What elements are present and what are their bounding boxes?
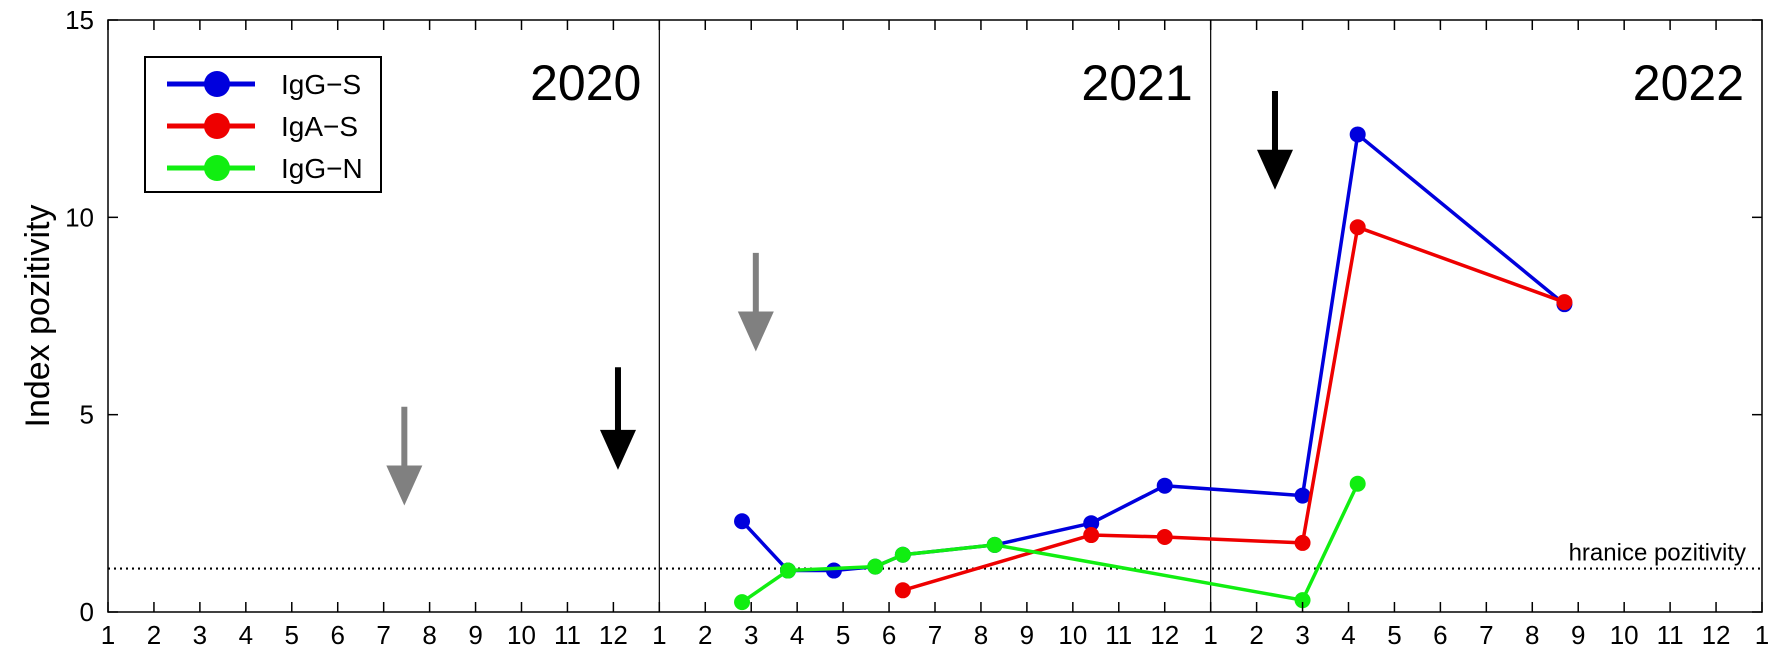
- x-tick-label: 6: [1433, 620, 1447, 650]
- data-point: [734, 594, 751, 611]
- data-point: [1083, 527, 1100, 544]
- x-tick-label: 11: [1657, 620, 1684, 650]
- x-tick-label: 8: [1525, 620, 1539, 650]
- y-tick-label: 5: [80, 400, 94, 430]
- x-tick-label: 11: [1105, 620, 1132, 650]
- x-tick-label: 8: [974, 620, 988, 650]
- series-line: [740, 132, 1566, 573]
- threshold-label: hranice pozitivity: [1569, 540, 1746, 567]
- x-tick-label: 1: [1755, 620, 1769, 650]
- y-tick-label: 15: [65, 5, 94, 35]
- year-label: 2020: [530, 55, 641, 111]
- legend-label: IgA−S: [281, 111, 358, 142]
- x-tick-label: 10: [1058, 620, 1087, 650]
- x-tick-label: 7: [376, 620, 390, 650]
- y-tick-label: 0: [80, 597, 94, 627]
- arrow-head: [599, 429, 636, 470]
- legend-label: IgG−S: [281, 69, 361, 100]
- x-tick-label: 2: [698, 620, 712, 650]
- x-tick-label: 4: [790, 620, 804, 650]
- series-2: [734, 475, 1366, 611]
- arrow-head: [386, 465, 423, 506]
- x-tick-label: 1: [101, 620, 115, 650]
- series-layer: [734, 126, 1573, 611]
- data-point: [825, 562, 842, 579]
- data-point: [779, 562, 796, 579]
- x-tick-label: 3: [193, 620, 207, 650]
- x-tick-label: 12: [1702, 620, 1731, 650]
- arrow-annotation: [599, 367, 636, 470]
- data-point: [1083, 515, 1100, 532]
- data-point: [867, 558, 884, 575]
- year-label: 2022: [1633, 55, 1744, 111]
- data-point: [1349, 219, 1366, 236]
- x-tick-label: 7: [1479, 620, 1493, 650]
- year-label: 2021: [1081, 55, 1192, 111]
- legend: IgG−S IgA−S IgG−N: [144, 56, 382, 193]
- x-tick-label: 10: [1610, 620, 1639, 650]
- series-line: [902, 225, 1566, 592]
- y-axis-label: Index pozitivity: [19, 205, 57, 428]
- data-point: [986, 536, 1003, 553]
- x-tick-label: 9: [1571, 620, 1585, 650]
- threshold: hranice pozitivity: [108, 540, 1762, 570]
- x-tick-label: 9: [468, 620, 482, 650]
- x-tick-label: 5: [1387, 620, 1401, 650]
- arrow-head: [1256, 149, 1293, 190]
- arrow-annotation: [737, 252, 774, 352]
- x-tick-label: 10: [507, 620, 536, 650]
- data-point: [1556, 294, 1573, 311]
- x-tick-label: 6: [882, 620, 896, 650]
- data-point: [1349, 475, 1366, 492]
- x-tick-label: 2: [1249, 620, 1263, 650]
- x-tick-label: 1: [1203, 620, 1217, 650]
- x-tick-label: 3: [744, 620, 758, 650]
- x-tick-label: 4: [239, 620, 253, 650]
- x-tick-label: 8: [422, 620, 436, 650]
- x-tick-label: 5: [285, 620, 299, 650]
- x-tick-label: 1: [652, 620, 666, 650]
- x-tick-label: 5: [836, 620, 850, 650]
- legend-marker: [204, 113, 230, 139]
- x-tick-label: 9: [1020, 620, 1034, 650]
- data-point: [1294, 534, 1311, 551]
- arrow-annotation: [1256, 91, 1293, 190]
- arrow-head: [737, 311, 774, 352]
- legend-marker: [204, 71, 230, 97]
- legend-label: IgG−N: [281, 153, 363, 184]
- x-tick-label: 7: [928, 620, 942, 650]
- x-tick-label: 4: [1341, 620, 1355, 650]
- x-tick-label: 3: [1295, 620, 1309, 650]
- annotation-arrows: [386, 91, 1293, 506]
- data-point: [1156, 529, 1173, 546]
- x-tick-label: 11: [554, 620, 581, 650]
- series-1: [894, 219, 1573, 599]
- series-0: [734, 126, 1573, 579]
- data-point: [1294, 592, 1311, 609]
- arrow-annotation: [386, 406, 423, 506]
- data-point: [1156, 477, 1173, 494]
- x-tick-label: 2: [147, 620, 161, 650]
- plot-background: 2020 2021 2022: [530, 20, 1744, 612]
- data-point: [894, 582, 911, 599]
- y-tick-label: 10: [65, 202, 94, 232]
- data-point: [1294, 487, 1311, 504]
- x-tick-label: 12: [1150, 620, 1179, 650]
- x-tick-label: 12: [599, 620, 628, 650]
- data-point: [1349, 126, 1366, 143]
- data-point: [894, 546, 911, 563]
- x-tick-label: 6: [330, 620, 344, 650]
- data-point: [734, 513, 751, 530]
- legend-marker: [204, 155, 230, 181]
